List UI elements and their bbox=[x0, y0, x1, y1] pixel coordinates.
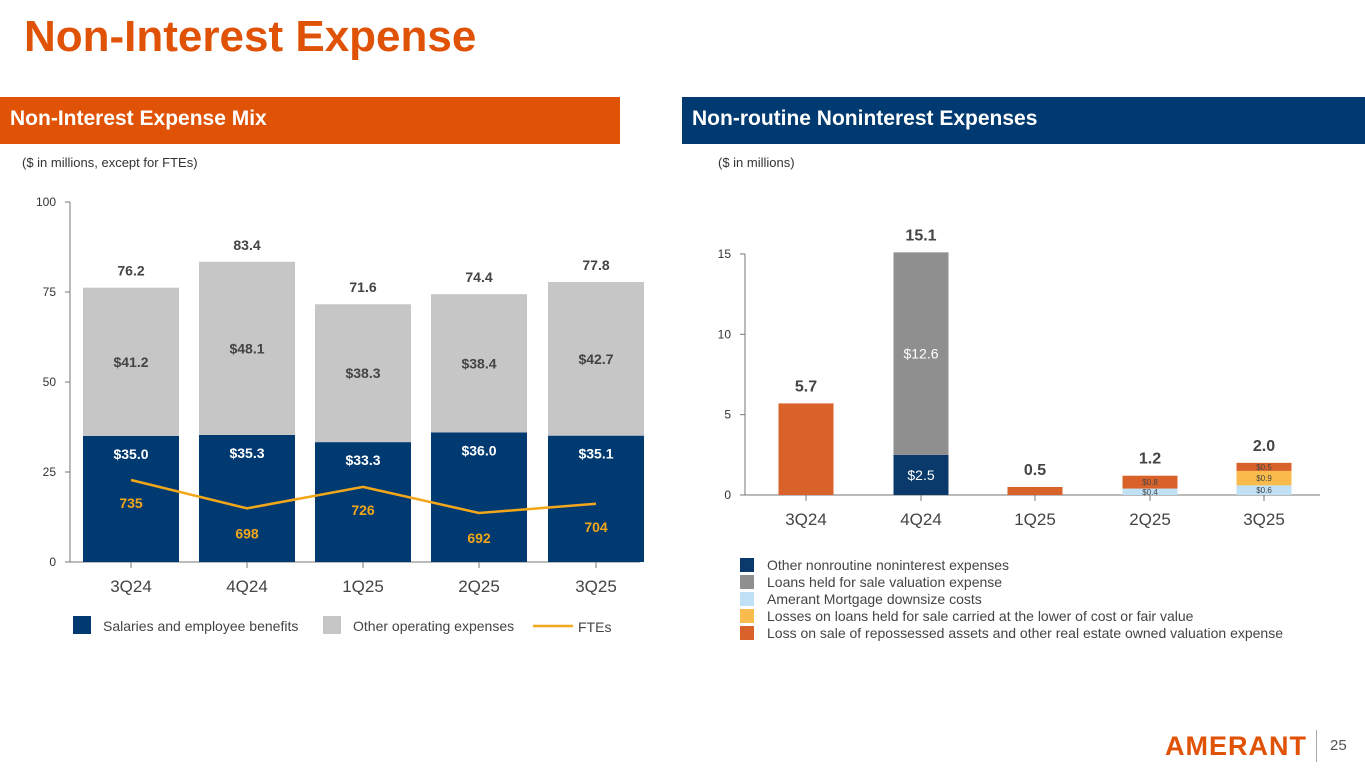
legend-swatch bbox=[740, 575, 754, 589]
bar-segment bbox=[548, 435, 644, 562]
data-label: $35.1 bbox=[578, 446, 613, 462]
page-title: Non-Interest Expense bbox=[24, 12, 477, 61]
x-tick-label: 2Q25 bbox=[458, 577, 500, 596]
legend-swatch bbox=[740, 626, 754, 640]
legend-swatch bbox=[740, 592, 754, 606]
y-tick-label: 0 bbox=[724, 488, 731, 502]
legend-label: Losses on loans held for sale carried at… bbox=[767, 608, 1194, 624]
x-tick-label: 4Q24 bbox=[900, 510, 942, 529]
y-tick-label: 100 bbox=[36, 195, 56, 209]
bar-segment bbox=[431, 294, 527, 433]
y-tick-label: 50 bbox=[43, 375, 57, 389]
data-label: $42.7 bbox=[578, 351, 613, 367]
total-label: 76.2 bbox=[117, 263, 144, 279]
legend-swatch bbox=[323, 616, 341, 634]
total-label: 77.8 bbox=[582, 257, 609, 273]
legend-label: Salaries and employee benefits bbox=[103, 618, 298, 634]
bar-segment bbox=[1236, 470, 1292, 486]
x-tick-label: 1Q25 bbox=[1014, 510, 1056, 529]
x-tick-label: 3Q24 bbox=[110, 577, 152, 596]
data-label: $33.3 bbox=[345, 452, 380, 468]
bar-segment bbox=[1122, 475, 1178, 489]
data-label: $2.5 bbox=[907, 467, 934, 483]
data-label: $48.1 bbox=[229, 340, 264, 356]
bar-segment bbox=[83, 436, 179, 562]
bar-segment bbox=[83, 287, 179, 436]
legend-label: Amerant Mortgage downsize costs bbox=[767, 591, 982, 607]
total-label: 83.4 bbox=[233, 237, 260, 253]
footer-divider bbox=[1316, 730, 1317, 762]
page-number: 25 bbox=[1330, 737, 1347, 754]
data-label: $0.4 bbox=[1142, 488, 1158, 497]
total-label: 1.2 bbox=[1139, 451, 1161, 468]
total-label: 71.6 bbox=[349, 279, 376, 295]
data-label: $0.5 bbox=[1256, 463, 1272, 472]
x-tick-label: 3Q25 bbox=[575, 577, 617, 596]
fte-label: 735 bbox=[119, 495, 143, 511]
bar-segment bbox=[1122, 488, 1178, 495]
data-label: $35.3 bbox=[229, 445, 264, 461]
total-label: 5.7 bbox=[795, 378, 817, 395]
bar-segment bbox=[893, 252, 949, 455]
bar-segment bbox=[431, 432, 527, 562]
x-tick-label: 3Q25 bbox=[1243, 510, 1285, 529]
fte-label: 692 bbox=[467, 530, 491, 546]
bar-segment bbox=[1236, 462, 1292, 471]
total-label: 15.1 bbox=[905, 227, 936, 244]
bar-segment bbox=[778, 403, 834, 495]
x-tick-label: 1Q25 bbox=[342, 577, 384, 596]
data-label: $0.6 bbox=[1256, 486, 1272, 495]
data-label: $38.3 bbox=[345, 365, 380, 381]
bar-segment bbox=[893, 454, 949, 495]
bar-segment bbox=[1236, 485, 1292, 495]
y-tick-label: 15 bbox=[718, 247, 732, 261]
fte-label: 704 bbox=[584, 519, 608, 535]
data-label: $38.4 bbox=[461, 355, 496, 371]
legend-swatch bbox=[740, 609, 754, 623]
legend-swatch bbox=[73, 616, 91, 634]
legend-swatch bbox=[740, 558, 754, 572]
y-tick-label: 0 bbox=[49, 555, 56, 569]
right-subtitle: ($ in millions) bbox=[718, 155, 795, 170]
data-label: $41.2 bbox=[113, 354, 148, 370]
data-label: $35.0 bbox=[113, 446, 148, 462]
legend-label: FTEs bbox=[578, 619, 611, 635]
legend-label: Other nonroutine noninterest expenses bbox=[767, 557, 1009, 573]
amerant-logo: AMERANT bbox=[1165, 731, 1307, 761]
bar-segment bbox=[315, 442, 411, 562]
data-label: $36.0 bbox=[461, 442, 496, 458]
bar-segment bbox=[1007, 486, 1063, 495]
legend-label: Loans held for sale valuation expense bbox=[767, 574, 1002, 590]
left-section-header: Non-Interest Expense Mix bbox=[0, 97, 620, 144]
y-tick-label: 5 bbox=[724, 408, 731, 422]
legend-label: Other operating expenses bbox=[353, 618, 514, 634]
total-label: 0.5 bbox=[1024, 462, 1046, 479]
total-label: 74.4 bbox=[465, 269, 492, 285]
y-tick-label: 75 bbox=[43, 285, 57, 299]
data-label: $0.9 bbox=[1256, 474, 1272, 483]
x-tick-label: 3Q24 bbox=[785, 510, 827, 529]
x-tick-label: 4Q24 bbox=[226, 577, 268, 596]
total-label: 2.0 bbox=[1253, 438, 1275, 455]
bar-segment bbox=[199, 434, 295, 562]
bar-segment bbox=[199, 261, 295, 435]
legend-label: Loss on sale of repossessed assets and o… bbox=[767, 625, 1283, 641]
fte-label: 726 bbox=[351, 502, 375, 518]
bar-segment bbox=[548, 281, 644, 436]
data-label: $12.6 bbox=[903, 346, 938, 362]
data-label: $0.8 bbox=[1142, 478, 1158, 487]
left-subtitle: ($ in millions, except for FTEs) bbox=[22, 155, 198, 170]
bar-segment bbox=[315, 304, 411, 443]
right-section-header: Non-routine Noninterest Expenses bbox=[682, 97, 1365, 144]
x-tick-label: 2Q25 bbox=[1129, 510, 1171, 529]
fte-label: 698 bbox=[235, 525, 259, 541]
y-tick-label: 10 bbox=[718, 327, 732, 341]
y-tick-label: 25 bbox=[43, 465, 57, 479]
fte-line bbox=[130, 478, 597, 515]
